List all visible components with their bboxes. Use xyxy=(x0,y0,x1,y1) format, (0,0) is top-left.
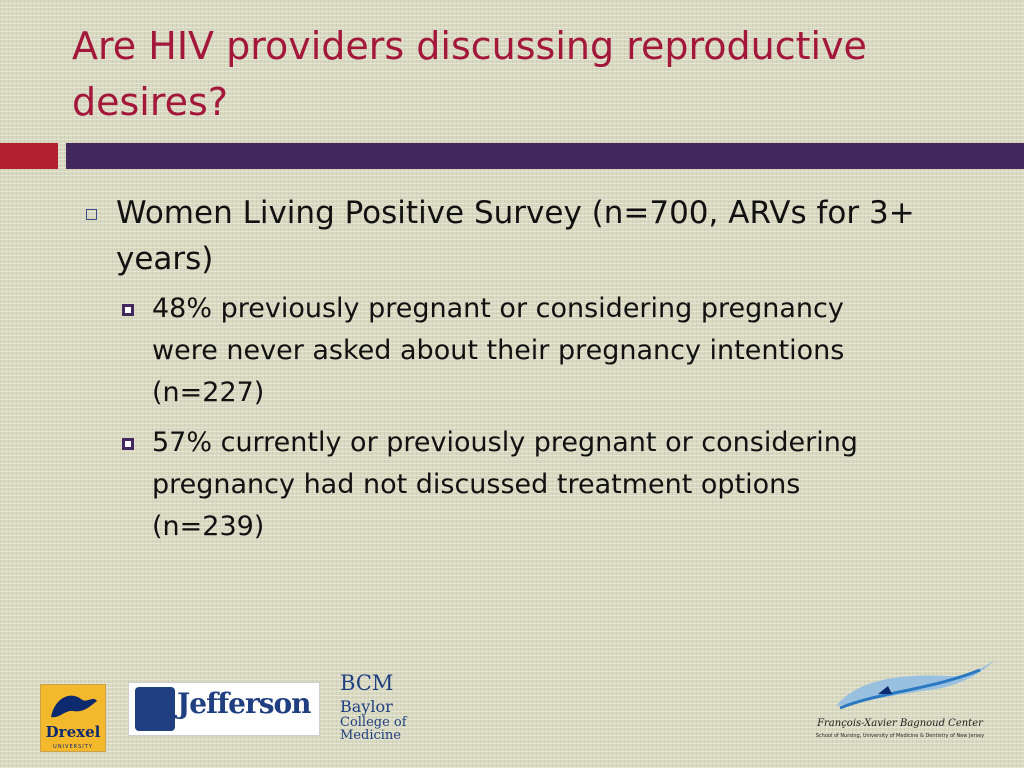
filled-square-bullet-icon xyxy=(122,304,134,316)
bullet-level1: Women Living Positive Survey (n=700, ARV… xyxy=(80,190,956,282)
jefferson-seal-icon xyxy=(135,687,175,731)
bullet-level2-text: 57% currently or previously pregnant or … xyxy=(152,427,858,542)
filled-square-bullet-icon xyxy=(122,438,134,450)
slide-title: Are HIV providers discussing reproductiv… xyxy=(72,24,867,124)
title-accent-bar-red xyxy=(0,143,58,169)
fxb-name: François-Xavier Bagnoud Center xyxy=(817,718,983,729)
bcm-line3: Medicine xyxy=(340,728,401,743)
bullet-level2: 57% currently or previously pregnant or … xyxy=(116,422,912,548)
fxb-center-logo: François-Xavier Bagnoud Center School of… xyxy=(800,656,1000,748)
bcm-abbr: BCM xyxy=(340,671,394,695)
bcm-line1: Baylor xyxy=(340,697,393,716)
bullet-level1-text: Women Living Positive Survey (n=700, ARV… xyxy=(116,195,915,277)
jefferson-logo: Jefferson xyxy=(128,682,320,736)
drexel-logo: Drexel UNIVERSITY xyxy=(40,684,106,752)
bullet-level2: 48% previously pregnant or considering p… xyxy=(116,288,912,414)
jefferson-wordmark: Jefferson xyxy=(177,687,312,720)
title-accent-bar-purple xyxy=(66,143,1024,169)
hollow-square-bullet-icon xyxy=(86,209,97,220)
drexel-wordmark: Drexel xyxy=(45,723,101,741)
bullet-level2-text: 48% previously pregnant or considering p… xyxy=(152,293,845,408)
bcm-line2: College of xyxy=(340,715,407,730)
bullet-list: Women Living Positive Survey (n=700, ARV… xyxy=(80,190,980,556)
drexel-subtext: UNIVERSITY xyxy=(53,744,93,750)
swoosh-icon xyxy=(836,660,995,710)
fxb-subtext: School of Nursing, University of Medicin… xyxy=(815,733,985,739)
baylor-logo: BCM Baylor College of Medicine xyxy=(340,672,410,756)
dragon-icon xyxy=(51,695,97,718)
